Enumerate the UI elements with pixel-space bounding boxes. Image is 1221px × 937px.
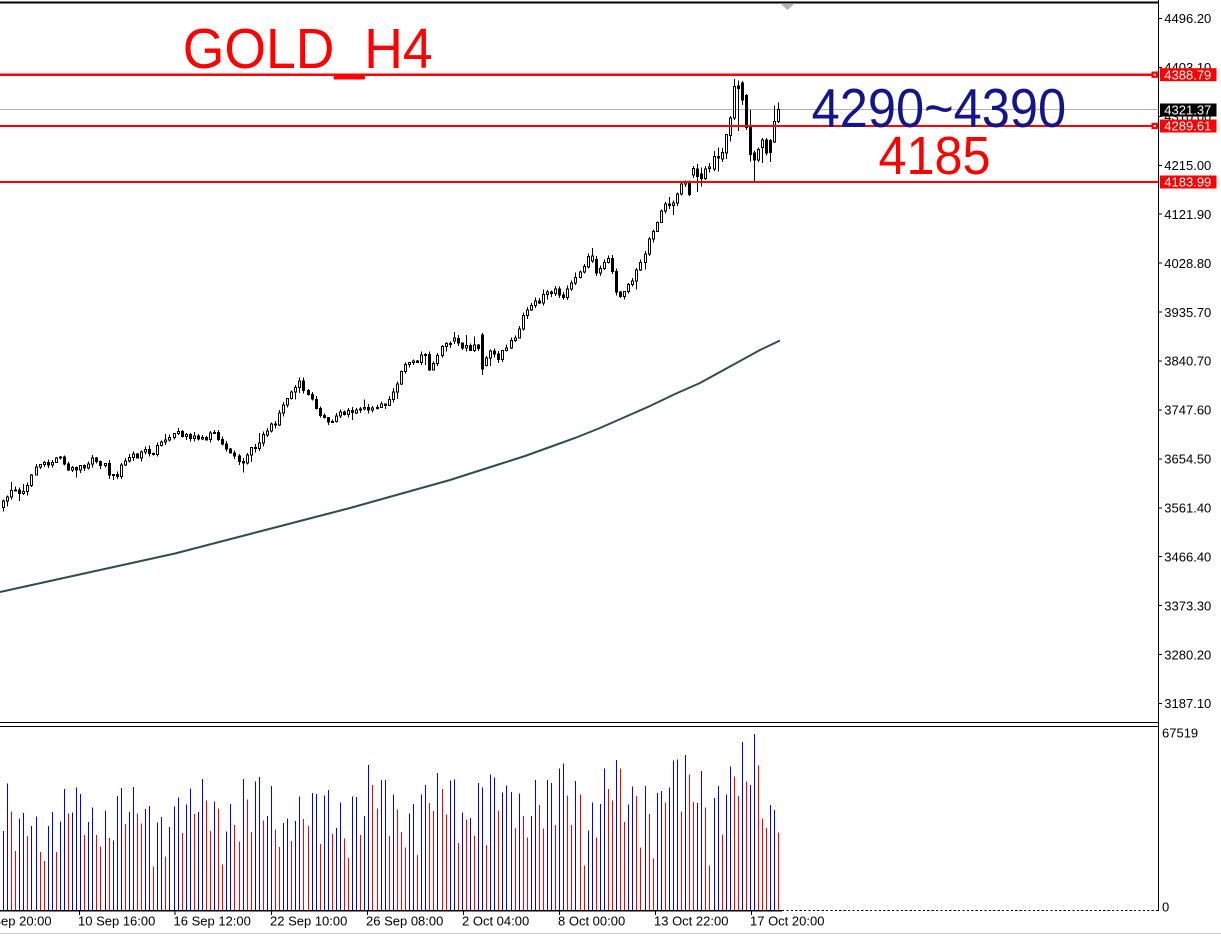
svg-text:3840.70: 3840.70 [1164, 354, 1211, 369]
svg-text:17 Oct 20:00: 17 Oct 20:00 [750, 914, 824, 929]
svg-text:10 Sep 16:00: 10 Sep 16:00 [78, 914, 155, 929]
svg-text:22 Sep 10:00: 22 Sep 10:00 [270, 914, 347, 929]
svg-text:4215.00: 4215.00 [1164, 158, 1211, 173]
svg-text:8 Oct 00:00: 8 Oct 00:00 [558, 914, 625, 929]
svg-text:4183.99: 4183.99 [1164, 175, 1211, 190]
svg-text:4121.90: 4121.90 [1164, 207, 1211, 222]
svg-text:8 Sep 20:00: 8 Sep 20:00 [0, 914, 52, 929]
svg-text:4185: 4185 [879, 127, 991, 186]
svg-text:3187.10: 3187.10 [1164, 696, 1211, 711]
svg-text:3747.60: 3747.60 [1164, 403, 1211, 418]
svg-text:4290~4390: 4290~4390 [812, 78, 1067, 139]
svg-text:4321.37: 4321.37 [1164, 103, 1211, 118]
svg-text:2 Oct 04:00: 2 Oct 04:00 [462, 914, 529, 929]
svg-text:0: 0 [1162, 899, 1169, 914]
svg-text:26 Sep 08:00: 26 Sep 08:00 [366, 914, 443, 929]
svg-text:3654.50: 3654.50 [1164, 452, 1211, 467]
svg-text:3280.20: 3280.20 [1164, 647, 1211, 662]
svg-text:67519: 67519 [1162, 726, 1198, 741]
svg-text:16 Sep 12:00: 16 Sep 12:00 [174, 914, 251, 929]
svg-text:13 Oct 22:00: 13 Oct 22:00 [654, 914, 728, 929]
svg-text:3935.70: 3935.70 [1164, 305, 1211, 320]
svg-text:3373.30: 3373.30 [1164, 598, 1211, 613]
svg-text:3561.40: 3561.40 [1164, 501, 1211, 516]
svg-text:4028.80: 4028.80 [1164, 256, 1211, 271]
svg-text:4496.20: 4496.20 [1164, 11, 1211, 26]
svg-text:4388.79: 4388.79 [1164, 67, 1211, 82]
svg-text:4289.61: 4289.61 [1164, 119, 1211, 134]
svg-text:3466.40: 3466.40 [1164, 549, 1211, 564]
svg-text:GOLD_H4: GOLD_H4 [183, 17, 433, 81]
